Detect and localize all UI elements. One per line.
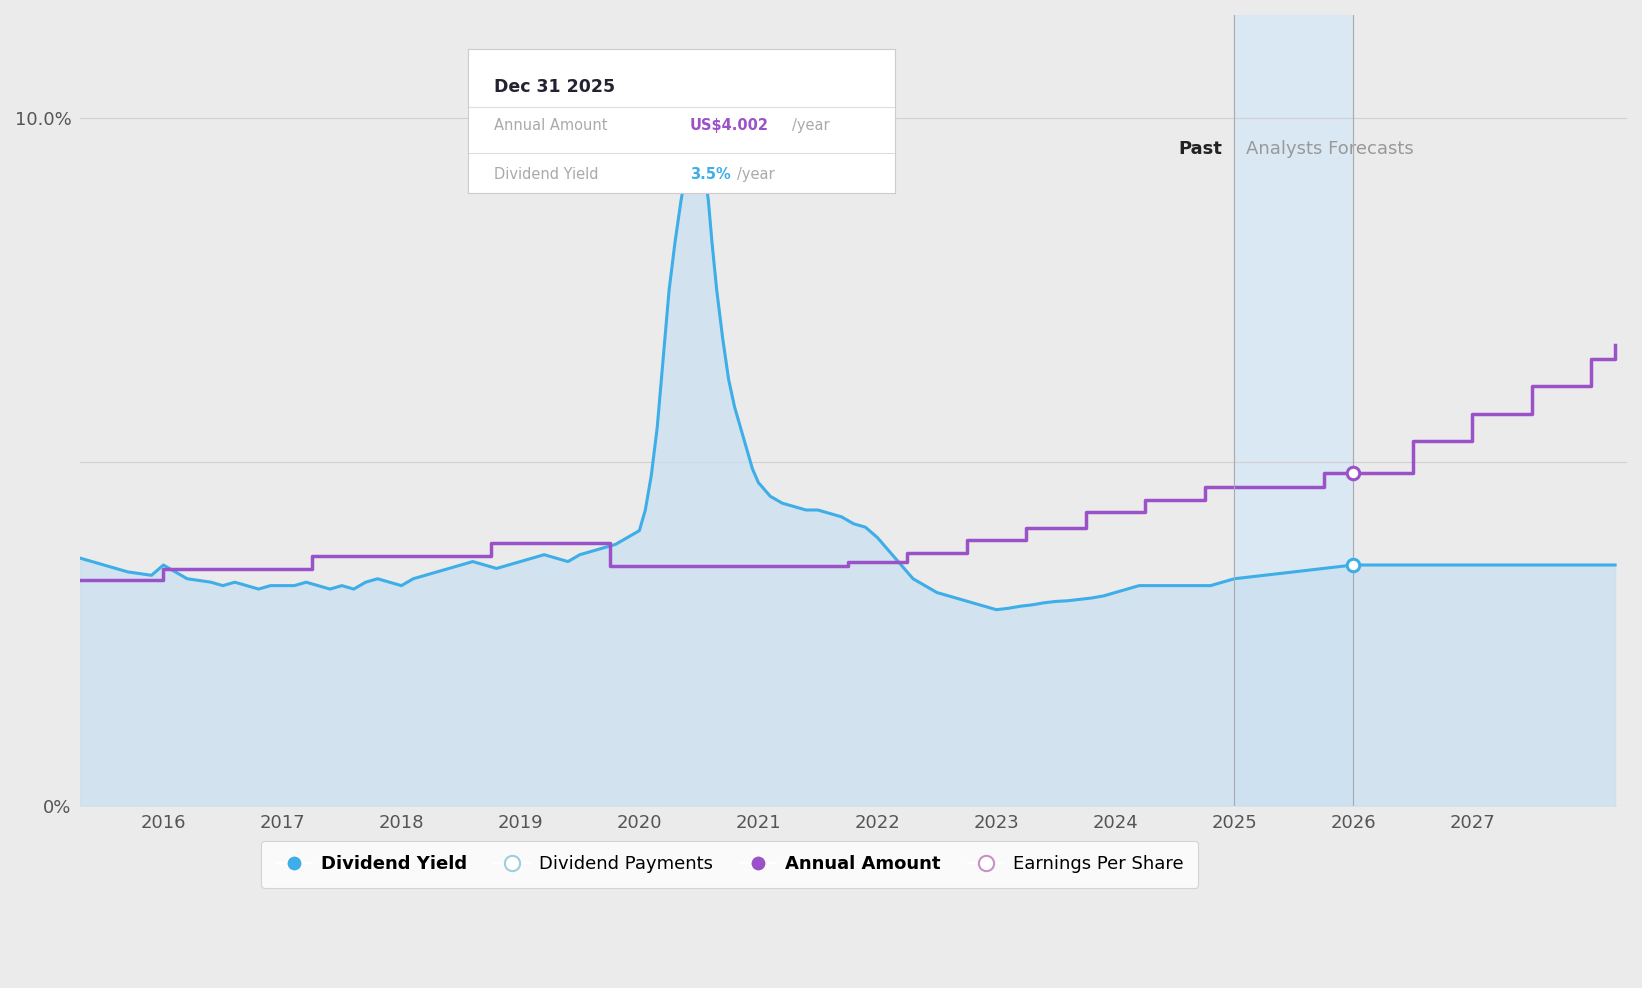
Text: /year: /year	[737, 167, 775, 182]
Text: Past: Past	[1179, 140, 1222, 158]
Text: Analysts Forecasts: Analysts Forecasts	[1246, 140, 1414, 158]
Text: /year: /year	[793, 119, 831, 133]
Bar	[1235, 15, 1353, 805]
Text: Annual Amount: Annual Amount	[494, 119, 608, 133]
Legend: Dividend Yield, Dividend Payments, Annual Amount, Earnings Per Share: Dividend Yield, Dividend Payments, Annua…	[261, 841, 1199, 887]
Text: 3.5%: 3.5%	[690, 167, 731, 182]
Text: Dec 31 2025: Dec 31 2025	[494, 78, 614, 96]
Text: US$4.002: US$4.002	[690, 119, 768, 133]
Text: Dividend Yield: Dividend Yield	[494, 167, 598, 182]
